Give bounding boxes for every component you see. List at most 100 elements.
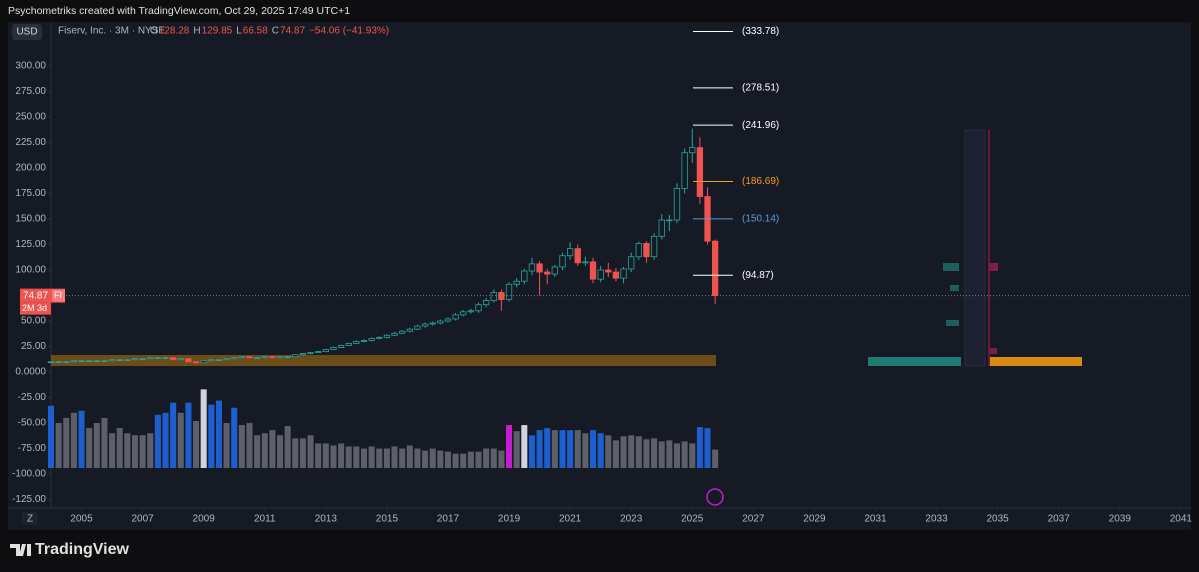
level-label: (94.87) — [742, 270, 774, 281]
candle-body — [460, 311, 467, 316]
candle-body — [261, 356, 268, 359]
volume-bar — [521, 425, 528, 468]
candle-body — [712, 240, 719, 297]
volume-bar — [513, 431, 520, 468]
candle-body — [78, 360, 85, 362]
candle-body — [620, 268, 627, 279]
candle-body — [315, 351, 322, 354]
volume-bar — [246, 423, 253, 468]
candle-body — [673, 187, 681, 221]
x-tick-label: 2031 — [864, 514, 887, 525]
volume-bar — [498, 450, 505, 468]
volume-bar — [284, 426, 291, 468]
volume-bar — [162, 412, 169, 468]
volume-bar — [414, 448, 421, 468]
y-tick-label: -25.00 — [18, 392, 47, 403]
currency[interactable]: USD — [16, 27, 37, 38]
volume-bar — [536, 430, 543, 468]
candle-body — [628, 256, 635, 270]
ohlc-key: L — [236, 26, 242, 37]
y-tick-label: 300.00 — [15, 61, 46, 72]
x-tick-label: 2033 — [925, 514, 948, 525]
candle-body — [284, 356, 291, 358]
candle-body — [528, 263, 536, 272]
candle-body — [200, 360, 207, 364]
volume-bar — [208, 404, 215, 468]
y-tick-label: 175.00 — [15, 188, 46, 199]
candle-body — [406, 328, 413, 332]
candle-body — [337, 345, 345, 348]
volume-bar — [406, 445, 413, 468]
candle-body — [482, 300, 490, 306]
volume-bar — [658, 441, 665, 468]
candle-body — [612, 271, 620, 279]
scale-label[interactable]: Z — [27, 514, 33, 525]
volume-bar — [338, 443, 345, 468]
candle-body — [696, 147, 704, 197]
candle-body — [490, 292, 497, 302]
volume-bar — [254, 435, 261, 468]
candle-body — [467, 310, 475, 313]
countdown: 2M 3d — [22, 303, 47, 313]
level-label: (186.69) — [742, 176, 779, 187]
y-tick-label: 50.00 — [21, 316, 46, 327]
y-tick-label: -100.00 — [12, 469, 46, 480]
x-tick-label: 2027 — [742, 514, 765, 525]
x-tick-label: 2039 — [1109, 514, 1132, 525]
candle-body — [513, 280, 520, 285]
ohlc-value: 74.87 — [280, 26, 305, 37]
y-tick-label: 0.0000 — [15, 367, 46, 378]
candle-body — [238, 356, 245, 359]
candle-body — [246, 356, 253, 359]
ticker-tag — [52, 289, 65, 302]
volume-bar — [315, 443, 322, 468]
candle-body — [292, 354, 299, 358]
countdown-tag — [20, 302, 51, 315]
level-label: (333.78) — [742, 26, 779, 37]
y-tick-label: 225.00 — [15, 137, 46, 148]
volume-bar — [299, 438, 306, 468]
candle-body — [681, 152, 688, 189]
volume-bar — [437, 450, 444, 468]
volume-bar — [292, 438, 299, 468]
volume-bar — [276, 435, 284, 468]
candle-body — [597, 269, 604, 280]
volume-bar — [620, 436, 627, 468]
candle-body — [414, 325, 421, 330]
symbol: Fiserv, Inc. · 3M · NYSE — [58, 26, 165, 37]
candle-body — [566, 248, 574, 257]
scale-button[interactable] — [22, 512, 38, 525]
volume-bar — [605, 435, 612, 468]
volume-bar — [612, 440, 619, 468]
candle-body — [330, 347, 337, 350]
candle-body — [223, 358, 230, 361]
volume-bar — [78, 410, 85, 468]
candle-body — [131, 358, 139, 361]
volume-bar — [483, 448, 490, 468]
ticker-tag-label: FI — [54, 290, 62, 300]
candle-body — [582, 261, 589, 264]
volume-bar — [223, 423, 230, 468]
volume-bar — [635, 436, 642, 468]
candle-body — [108, 359, 116, 362]
profile-bar — [868, 357, 961, 366]
ohlc-value: 129.85 — [202, 26, 233, 37]
x-tick-label: 2035 — [986, 514, 1009, 525]
volume-bar — [704, 428, 711, 468]
candle-body — [253, 357, 261, 359]
logo: TradingView — [35, 541, 130, 558]
candle-body — [444, 318, 452, 322]
volume-bar — [582, 433, 589, 468]
volume-bar — [696, 427, 703, 468]
volume-bar — [139, 435, 146, 468]
event-icon[interactable] — [706, 488, 724, 506]
volume-bar — [452, 453, 459, 468]
volume-bar — [551, 430, 558, 468]
currency-button[interactable] — [12, 24, 42, 40]
profile-bar — [943, 263, 959, 271]
volume-bar — [124, 433, 131, 468]
volume-bar — [376, 448, 383, 468]
volume-bar — [177, 412, 184, 468]
volume-bar — [131, 435, 138, 468]
